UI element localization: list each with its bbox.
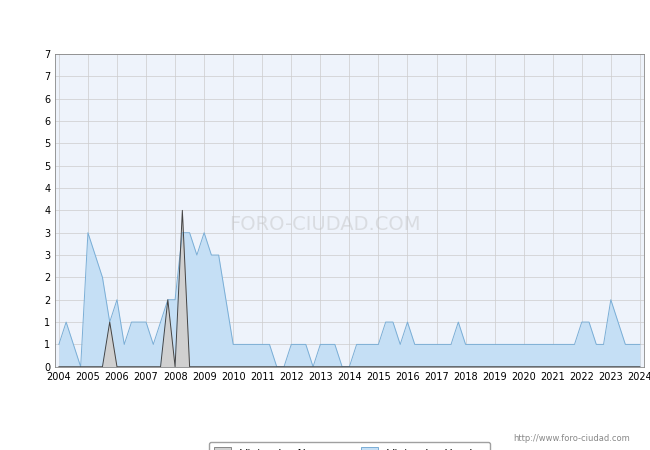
Legend: Viviendas Nuevas, Viviendas Usadas: Viviendas Nuevas, Viviendas Usadas xyxy=(209,442,490,450)
Text: FORO-CIUDAD.COM: FORO-CIUDAD.COM xyxy=(229,216,421,234)
Text: http://www.foro-ciudad.com: http://www.foro-ciudad.com xyxy=(514,434,630,443)
Text: Alins - Evolucion del Nº de Transacciones Inmobiliarias: Alins - Evolucion del Nº de Transaccione… xyxy=(99,16,551,31)
